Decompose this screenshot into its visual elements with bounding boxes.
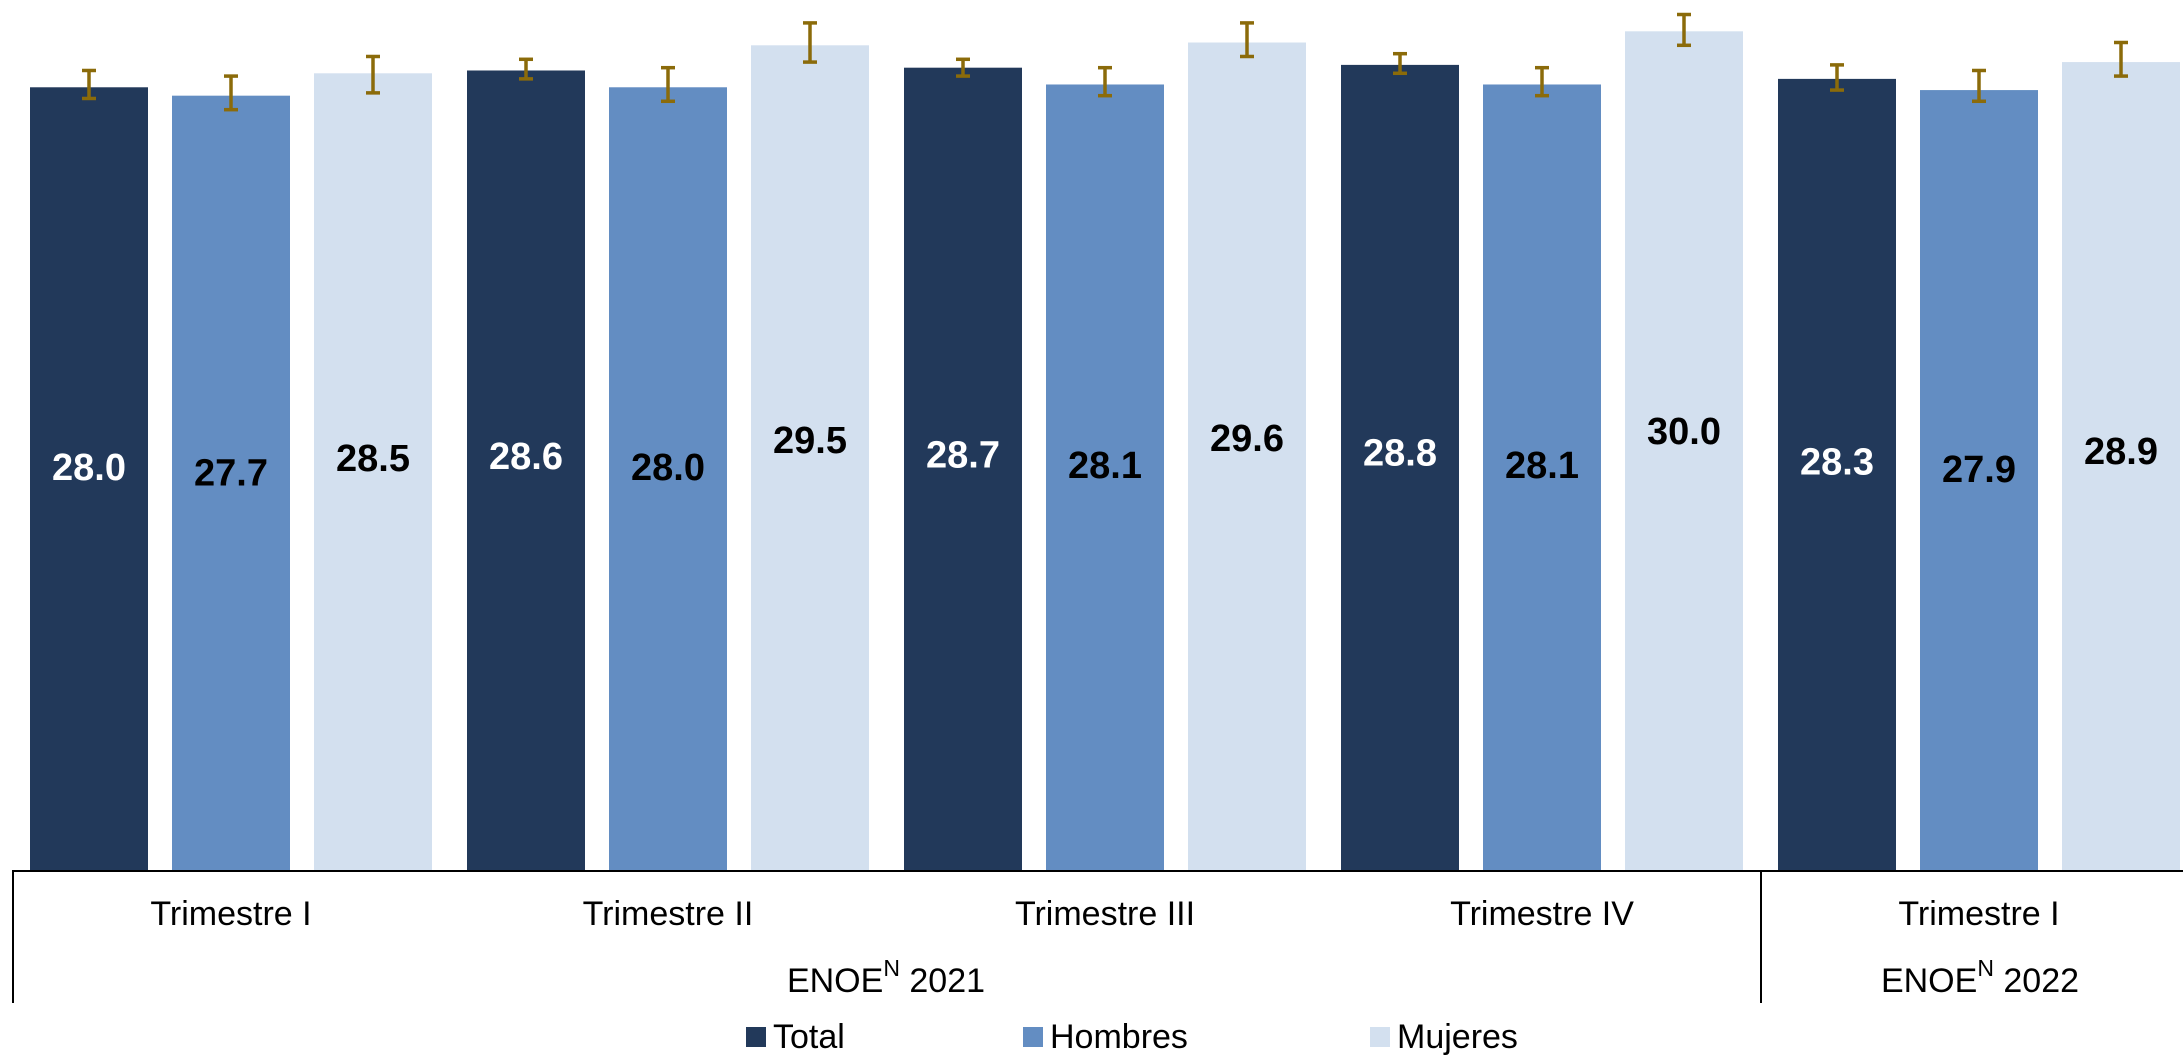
bar-mujeres-2	[751, 45, 869, 872]
error-bar-mujeres-2	[803, 21, 817, 64]
group-label-2021-year: 2021	[909, 962, 985, 1000]
category-label-3: Trimestre III	[1015, 895, 1195, 933]
bar-total-4	[1341, 64, 1459, 871]
value-labels-layer: 28.0 27.7 28.5 28.6 28.0 29.5 28.7 28.1 29.6 28.8…	[52, 411, 2158, 494]
value-label-total-3: 28.7	[926, 434, 1000, 476]
bar-mujeres-1	[314, 73, 432, 871]
error-bar-total-5	[1830, 63, 1844, 92]
value-label-hombres-5: 27.9	[1942, 449, 2016, 491]
group-label-2022: ENOEN 2022	[1881, 955, 2079, 1000]
bar-mujeres-4	[1625, 31, 1743, 872]
bar-hombres-3	[1046, 84, 1164, 871]
group-label-2021-superscript: N	[883, 955, 900, 981]
error-bar-hombres-1	[224, 74, 238, 112]
legend-label-total: Total	[773, 1018, 845, 1056]
value-label-mujeres-5: 28.9	[2084, 431, 2158, 473]
error-bar-total-4	[1393, 51, 1407, 76]
legend: Total Hombres Mujeres	[746, 1018, 1518, 1056]
bar-hombres-2	[609, 87, 727, 871]
value-label-hombres-3: 28.1	[1068, 445, 1142, 487]
group-label-2021-space	[900, 962, 909, 1000]
legend-label-hombres: Hombres	[1050, 1018, 1188, 1056]
bar-total-3	[904, 67, 1022, 871]
group-label-2022-space	[1994, 962, 2003, 1000]
bar-total-5	[1778, 78, 1896, 872]
error-bar-mujeres-4	[1677, 12, 1691, 48]
value-label-total-2: 28.6	[489, 436, 563, 478]
category-label-4: Trimestre IV	[1450, 895, 1634, 933]
bars-layer	[30, 31, 2180, 872]
error-bar-total-2	[519, 57, 533, 81]
bar-hombres-1	[172, 95, 290, 871]
category-labels: Trimestre I Trimestre II Trimestre III Trim…	[150, 895, 2059, 933]
category-label-1: Trimestre I	[150, 895, 311, 933]
error-bar-mujeres-5	[2114, 40, 2128, 78]
value-label-mujeres-4: 30.0	[1647, 411, 1721, 453]
legend-label-mujeres: Mujeres	[1397, 1018, 1518, 1056]
bar-total-1	[30, 87, 148, 871]
error-bar-total-1	[82, 68, 96, 101]
group-label-2021-name: ENOE	[787, 962, 883, 1000]
value-label-mujeres-2: 29.5	[773, 420, 847, 462]
category-label-2: Trimestre II	[583, 895, 754, 933]
error-bar-hombres-2	[661, 65, 675, 104]
value-label-total-5: 28.3	[1800, 442, 1874, 484]
bar-mujeres-5	[2062, 62, 2180, 872]
group-label-2022-year: 2022	[2003, 962, 2079, 1000]
group-label-2022-superscript: N	[1977, 955, 1994, 981]
bar-total-2	[467, 70, 585, 871]
category-axis	[12, 870, 2183, 1003]
group-label-2022-name: ENOE	[1881, 962, 1977, 1000]
group-label-2021: ENOEN 2021	[787, 955, 985, 1000]
error-bars-layer	[82, 12, 2128, 112]
legend-swatch-mujeres	[1370, 1027, 1390, 1047]
svg-text:ENOEN 2022: ENOEN 2022	[1881, 955, 2079, 1000]
legend-swatch-hombres	[1023, 1027, 1043, 1047]
value-label-mujeres-3: 29.6	[1210, 418, 1284, 460]
value-label-total-1: 28.0	[52, 447, 126, 489]
svg-text:ENOEN 2021: ENOEN 2021	[787, 955, 985, 1000]
error-bar-hombres-5	[1972, 68, 1986, 104]
value-label-hombres-1: 27.7	[194, 452, 268, 494]
error-bar-mujeres-1	[366, 54, 380, 95]
bar-mujeres-3	[1188, 42, 1306, 872]
category-label-5: Trimestre I	[1898, 895, 2059, 933]
legend-swatch-total	[746, 1027, 766, 1047]
value-label-hombres-4: 28.1	[1505, 445, 1579, 487]
value-label-total-4: 28.8	[1363, 433, 1437, 475]
error-bar-hombres-4	[1535, 65, 1549, 98]
bar-hombres-5	[1920, 90, 2038, 872]
bar-hombres-4	[1483, 84, 1601, 871]
error-bar-total-3	[956, 57, 970, 78]
value-label-mujeres-1: 28.5	[336, 438, 410, 480]
error-bar-mujeres-3	[1240, 21, 1254, 59]
value-label-hombres-2: 28.0	[631, 447, 705, 489]
error-bar-hombres-3	[1098, 65, 1112, 98]
